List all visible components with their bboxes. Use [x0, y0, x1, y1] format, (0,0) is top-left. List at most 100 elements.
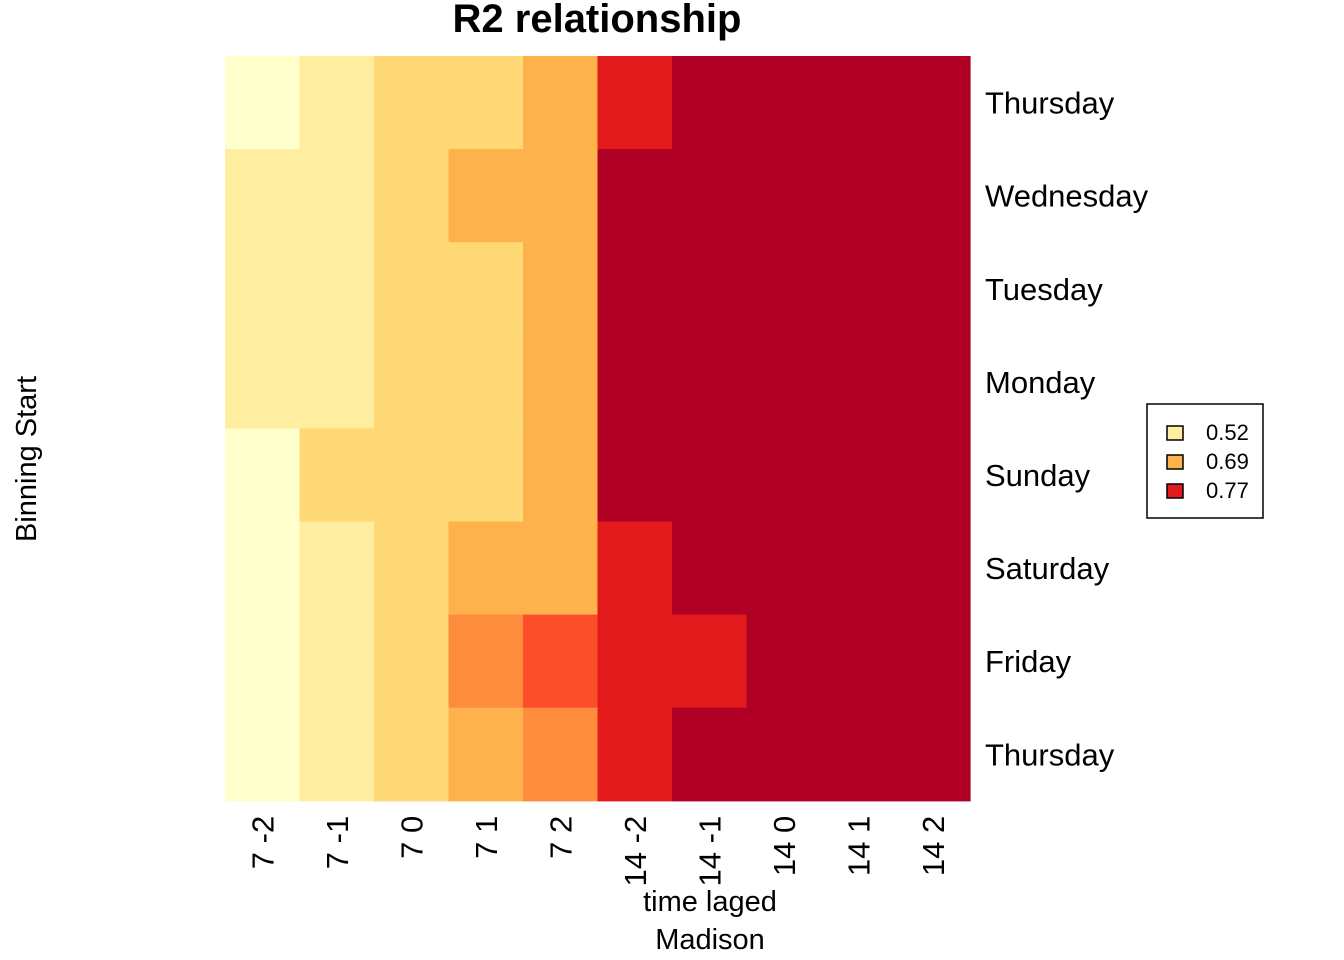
- heatmap-cell: [597, 428, 673, 523]
- heatmap-cell: [225, 242, 301, 336]
- column-label: 14 -1: [692, 816, 727, 887]
- heatmap-cell: [746, 521, 822, 616]
- heatmap-cell: [746, 428, 822, 523]
- column-label: 7 -1: [320, 816, 355, 869]
- heatmap-cell: [299, 242, 375, 336]
- heatmap-cell: [225, 428, 301, 523]
- heatmap-cell: [672, 707, 748, 802]
- heatmap-cell: [374, 614, 450, 709]
- column-label: 7 2: [543, 816, 578, 859]
- heatmap-cell: [225, 521, 301, 616]
- row-label: Tuesday: [985, 272, 1103, 307]
- legend-swatch: [1166, 425, 1184, 441]
- heatmap-cell: [523, 56, 599, 150]
- heatmap-cell: [523, 428, 599, 523]
- heatmap-cell: [448, 56, 524, 150]
- heatmap-cell: [746, 614, 822, 709]
- heatmap-cell: [448, 428, 524, 523]
- heatmap-cell: [821, 242, 897, 336]
- heatmap-cell: [299, 521, 375, 616]
- heatmap-cell: [448, 149, 524, 243]
- column-labels: 7 -2 7 -1 7 0 7 1 7 2 14 -2 14 -1 14 0 14 1 14 2: [245, 816, 951, 887]
- heatmap-cell: [299, 335, 375, 429]
- heatmap-cell: [672, 521, 748, 616]
- heatmap-cell: [597, 521, 673, 616]
- column-label: 7 -2: [245, 816, 280, 869]
- x-axis-subtitle: Madison: [655, 924, 765, 956]
- legend-swatch: [1166, 483, 1184, 499]
- heatmap-cell: [821, 521, 897, 616]
- heatmap-cell: [746, 707, 822, 802]
- heatmap-cell: [672, 614, 748, 709]
- x-axis-title: time laged: [643, 886, 777, 918]
- heatmap-cell: [299, 707, 375, 802]
- legend-label: 0.52: [1206, 420, 1249, 445]
- heatmap-cell: [895, 242, 971, 336]
- heatmap-cell: [597, 707, 673, 802]
- heatmap-cell: [895, 56, 971, 150]
- legend-label: 0.77: [1206, 478, 1249, 503]
- heatmap-cell: [374, 149, 450, 243]
- heatmap-cell: [299, 149, 375, 243]
- heatmap-cell: [895, 428, 971, 523]
- heatmap-cell: [523, 521, 599, 616]
- heatmap-cell: [746, 335, 822, 429]
- heatmap-cell: [523, 707, 599, 802]
- legend: 0.52 0.69 0.77: [1146, 403, 1264, 519]
- heatmap-cell: [374, 56, 450, 150]
- row-label: Wednesday: [985, 179, 1149, 214]
- heatmap-cell: [448, 614, 524, 709]
- heatmap-cell: [523, 149, 599, 243]
- heatmap-cell: [299, 56, 375, 150]
- heatmap-cell: [597, 56, 673, 150]
- heatmap-cell: [374, 335, 450, 429]
- heatmap-cell: [523, 242, 599, 336]
- heatmap-cell: [448, 707, 524, 802]
- column-label: 7 0: [394, 816, 429, 859]
- heatmap-cell: [374, 707, 450, 802]
- heatmap-cell: [448, 242, 524, 336]
- heatmap-cell: [225, 614, 301, 709]
- row-label: Saturday: [985, 551, 1110, 586]
- heatmap-cells: [225, 56, 971, 802]
- heatmap-cell: [299, 614, 375, 709]
- heatmap-cell: [895, 614, 971, 709]
- legend-label: 0.69: [1206, 449, 1249, 474]
- heatmap-cell: [895, 521, 971, 616]
- heatmap-cell: [746, 149, 822, 243]
- heatmap-cell: [225, 149, 301, 243]
- row-label: Friday: [985, 644, 1072, 679]
- heatmap-cell: [672, 428, 748, 523]
- y-axis-title: Binning Start: [11, 376, 43, 542]
- heatmap-cell: [746, 56, 822, 150]
- row-label: Thursday: [985, 737, 1115, 772]
- heatmap-cell: [225, 335, 301, 429]
- heatmap-cell: [374, 428, 450, 523]
- heatmap-cell: [895, 149, 971, 243]
- heatmap-cell: [225, 56, 301, 150]
- heatmap-cell: [448, 521, 524, 616]
- heatmap-cell: [672, 335, 748, 429]
- heatmap-cell: [821, 707, 897, 802]
- column-label: 14 2: [916, 816, 951, 876]
- heatmap-cell: [597, 242, 673, 336]
- heatmap-cell: [672, 56, 748, 150]
- heatmap-cell: [672, 149, 748, 243]
- legend-swatch: [1166, 454, 1184, 470]
- column-label: 14 -2: [618, 816, 653, 887]
- row-labels: Thursday Wednesday Tuesday Monday Sunday Satu…: [985, 86, 1149, 773]
- chart-title: R2 relationship: [453, 0, 742, 41]
- heatmap-cell: [821, 428, 897, 523]
- heatmap-cell: [523, 335, 599, 429]
- column-label: 7 1: [469, 816, 504, 859]
- heatmap-cell: [374, 242, 450, 336]
- heatmap-cell: [299, 428, 375, 523]
- heatmap-cell: [821, 335, 897, 429]
- heatmap-cell: [523, 614, 599, 709]
- heatmap-cell: [821, 614, 897, 709]
- heatmap-cell: [821, 56, 897, 150]
- column-label: 14 0: [767, 816, 802, 876]
- heatmap-cell: [597, 149, 673, 243]
- heatmap-cell: [448, 335, 524, 429]
